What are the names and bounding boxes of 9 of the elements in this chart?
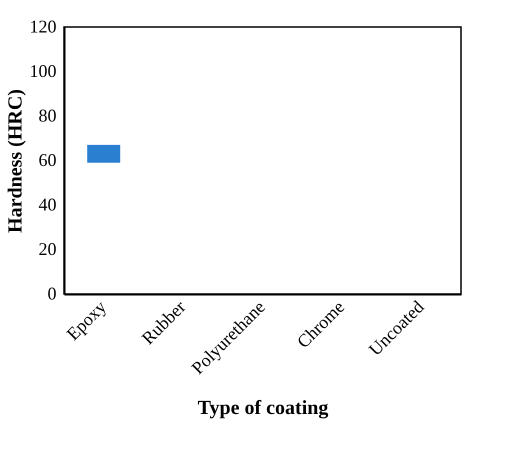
y-tick-label: 80 — [38, 106, 56, 126]
y-tick-label: 0 — [48, 284, 56, 304]
y-axis-title: Hardness (HRC) — [4, 89, 26, 233]
y-tick-label: 100 — [30, 61, 56, 81]
x-axis-title: Type of coating — [198, 397, 328, 420]
y-tick-label: 120 — [30, 16, 56, 36]
y-tick-label: 20 — [38, 239, 56, 259]
y-tick-label: 60 — [38, 150, 56, 170]
y-tick-label: 40 — [38, 194, 56, 214]
